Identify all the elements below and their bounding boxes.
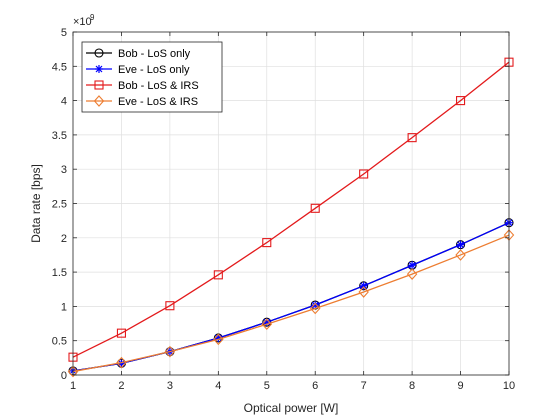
- y-tick-label: 1: [61, 301, 67, 313]
- legend-item: Eve - LoS only: [86, 64, 190, 76]
- legend-marker: [94, 48, 104, 58]
- x-tick-label: 5: [264, 380, 270, 392]
- data-point: [455, 249, 466, 261]
- data-point: [359, 281, 368, 290]
- x-axis-label: Optical power [W]: [244, 401, 339, 415]
- y-tick-label: 1.5: [52, 267, 67, 279]
- legend-item: Bob - LoS only: [86, 48, 191, 60]
- series-line: [72, 61, 510, 358]
- legend-marker: [93, 95, 105, 107]
- y-tick-label: 3: [61, 164, 67, 176]
- data-point: [311, 301, 320, 310]
- data-point: [310, 203, 320, 213]
- y-tick-label: 4.5: [52, 61, 67, 73]
- legend: Bob - LoS only Eve - LoS only Bob - LoS & …: [81, 41, 223, 113]
- tick-labels: 1 2 3 4 5 6 7 8 9 10 0 0.5 1 1.5 2 2.5 3 3.5 4 4.5 5: [52, 27, 515, 392]
- data-point: [116, 328, 126, 338]
- data-point: [359, 169, 369, 179]
- y-tick-label: 4: [61, 96, 67, 108]
- series-line: [72, 234, 510, 373]
- y-tick-label: 0: [61, 370, 67, 382]
- ticks: [72, 31, 510, 376]
- data-point: [309, 302, 321, 315]
- legend-item: Eve - LoS & IRS: [86, 95, 198, 108]
- legend-box: [81, 41, 223, 113]
- data-point: [358, 286, 369, 298]
- data-point: [262, 238, 272, 248]
- y-tick-label: 2.5: [52, 199, 67, 211]
- x-tick-label: 3: [167, 380, 173, 392]
- legend-item: Bob - LoS & IRS: [86, 80, 199, 92]
- x-tick-label: 7: [361, 380, 367, 392]
- legend-label: Bob - LoS only: [118, 48, 191, 60]
- data-point: [407, 133, 417, 143]
- x-tick-label: 2: [118, 380, 124, 392]
- data-point: [116, 356, 127, 369]
- grid: [72, 31, 510, 376]
- data-point: [406, 268, 418, 280]
- y-tick-label: 5: [61, 27, 67, 39]
- legend-marker: [94, 80, 104, 90]
- series-4: [67, 229, 515, 378]
- data-point: [67, 365, 79, 378]
- x-tick-label: 8: [409, 380, 415, 392]
- x-tick-label: 6: [312, 380, 318, 392]
- x-tick-label: 9: [457, 380, 463, 392]
- legend-items: Bob - LoS only Eve - LoS only Bob - LoS & …: [86, 48, 199, 108]
- data-point: [456, 96, 466, 106]
- x-tick-label: 1: [70, 380, 76, 392]
- x-tick-label: 4: [215, 380, 221, 392]
- y-multiplier-base: ×10: [73, 16, 92, 28]
- y-multiplier-exponent: 9: [90, 13, 95, 22]
- data-point: [456, 240, 465, 249]
- legend-label: Eve - LoS only: [118, 64, 190, 76]
- data-point: [261, 318, 273, 331]
- data-point: [164, 345, 176, 358]
- y-axis-label: Data rate [bps]: [29, 164, 43, 243]
- legend-label: Bob - LoS & IRS: [118, 80, 199, 92]
- series-layer: [67, 57, 515, 378]
- data-point: [408, 261, 417, 270]
- y-tick-label: 0.5: [52, 336, 67, 348]
- legend-marker: [95, 65, 103, 73]
- data-point: [165, 301, 175, 311]
- y-tick-label: 2: [61, 233, 67, 245]
- data-point: [213, 270, 223, 280]
- y-tick-label: 3.5: [52, 130, 67, 142]
- legend-label: Eve - LoS & IRS: [118, 96, 198, 108]
- data-point: [213, 333, 224, 346]
- x-tick-label: 10: [503, 380, 515, 392]
